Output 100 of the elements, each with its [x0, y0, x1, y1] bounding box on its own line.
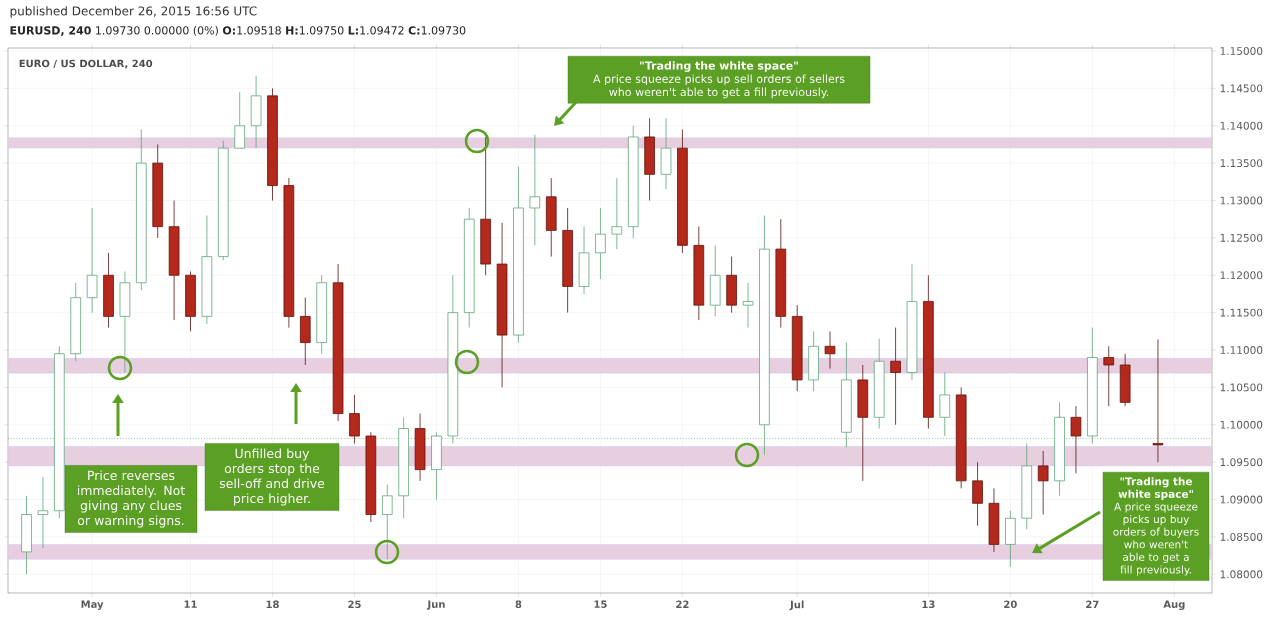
y-tick-label: 1.11500 — [1220, 308, 1263, 317]
candlestick — [201, 215, 213, 325]
annotation: Unfilled buy orders stop the sell-off and drive price higher. — [219, 448, 325, 506]
text: EURO / US DOLLAR, 240 — [19, 59, 153, 69]
x-tick-label: 11 — [184, 600, 197, 608]
candlestick — [857, 364, 869, 482]
x-tick-label: 8 — [515, 600, 522, 609]
x-tick-label: Aug — [1163, 600, 1185, 610]
candlestick — [152, 144, 164, 239]
y-tick-label: 1.13000 — [1220, 196, 1263, 205]
candlestick — [299, 297, 311, 366]
annotation: "Trading the white space" — [1118, 477, 1194, 500]
y-tick-label: 1.13500 — [1220, 159, 1263, 168]
candlestick — [86, 207, 98, 314]
candlestick — [611, 177, 623, 250]
candlestick — [414, 413, 426, 482]
y-tick-label: 1.14500 — [1220, 84, 1263, 93]
y-tick-label: 1.08500 — [1220, 532, 1263, 541]
candlestick — [21, 495, 32, 575]
annotation: A price squeeze picks up sell orders of sellers who weren't able to get a fill previously. — [593, 74, 845, 99]
candlestick — [381, 484, 393, 560]
candlestick — [1070, 405, 1082, 474]
candlestick — [709, 244, 721, 317]
y-tick-label: 1.10000 — [1220, 420, 1263, 429]
candlestick — [923, 274, 934, 429]
candlestick — [890, 327, 901, 426]
candlestick — [841, 342, 852, 448]
candlestick — [1103, 345, 1115, 407]
candlestick — [824, 330, 836, 370]
candlestick — [217, 140, 229, 261]
annotation: A price squeeze picks up buy orders of buyers who weren't able to get a fill previously. — [1113, 502, 1199, 576]
candlestick — [1021, 443, 1033, 530]
candlestick — [1087, 327, 1098, 444]
y-tick-label: 1.11000 — [1220, 346, 1263, 354]
annotation: Price reverses immediately. Not giving any clues or warning signs. — [77, 470, 185, 528]
y-tick-label: 1.09500 — [1220, 458, 1263, 467]
candlestick — [627, 125, 639, 239]
candlestick — [103, 252, 114, 328]
candlestick — [759, 215, 770, 456]
x-tick-label: 13 — [922, 600, 935, 609]
text: published December 26, 2015 16:56 UTC — [10, 6, 257, 18]
candlestick — [480, 136, 491, 276]
y-tick-label: 1.14000 — [1220, 121, 1263, 130]
candlestick — [431, 431, 442, 500]
candlestick — [1037, 450, 1049, 515]
candlestick — [988, 487, 1000, 553]
x-tick-label: Jul — [789, 600, 804, 611]
candlestick — [808, 330, 819, 392]
candlestick — [677, 129, 688, 254]
candlestick — [463, 207, 475, 328]
candlestick — [250, 75, 262, 149]
candlestick — [1119, 353, 1131, 407]
candlestick — [283, 177, 295, 328]
x-tick-label: May — [81, 600, 104, 610]
candlestick — [1054, 401, 1065, 497]
y-tick-label: 1.10500 — [1220, 383, 1263, 392]
candlestick — [54, 345, 65, 519]
candlestick — [37, 476, 49, 549]
x-tick-label: 20 — [1004, 600, 1017, 609]
candlestick — [529, 134, 541, 246]
candlestick — [267, 87, 278, 201]
candlestick — [644, 117, 655, 201]
candlestick — [742, 282, 754, 328]
candlestick — [693, 226, 705, 321]
y-tick-label: 1.15000 — [1220, 47, 1263, 55]
y-tick-label: 1.09000 — [1220, 495, 1263, 504]
candlestick — [791, 304, 803, 392]
candlestick — [185, 271, 196, 332]
candlestick — [316, 274, 327, 355]
candlestick — [939, 372, 951, 437]
candlestick — [562, 207, 573, 314]
candlestick — [595, 207, 606, 280]
candlestick — [726, 256, 737, 314]
candlestick — [168, 200, 180, 321]
y-tick-label: 1.08000 — [1220, 570, 1263, 579]
candlestick — [447, 274, 459, 444]
x-tick-label: Jun — [426, 600, 445, 610]
y-tick-label: 1.12500 — [1220, 233, 1263, 242]
text: EURUSD, 240 1.09730 0.00000 (0%) O:1.09518 H:1.09750 L:1.09472 C:1.09730 — [10, 26, 466, 36]
x-tick-label: 27 — [1086, 600, 1099, 608]
candlestick — [398, 416, 409, 519]
y-tick-label: 1.12000 — [1220, 271, 1263, 280]
candlestick — [578, 226, 590, 295]
candlestick — [906, 263, 918, 381]
candlestick — [496, 222, 508, 388]
candlestick — [70, 282, 82, 362]
candlestick — [365, 431, 377, 523]
candlestick — [955, 387, 967, 489]
candlestick — [513, 166, 524, 343]
candlestick — [972, 461, 983, 527]
x-tick-label: 15 — [594, 600, 607, 608]
candlestick — [660, 117, 672, 190]
candlestick — [1005, 510, 1016, 568]
candlestick — [135, 129, 147, 291]
candlestick — [545, 177, 557, 257]
x-tick-label: 25 — [348, 600, 361, 609]
candlestick — [775, 218, 787, 328]
x-tick-label: 22 — [676, 600, 689, 608]
candlestick — [873, 338, 885, 429]
annotation: "Trading the white space" — [640, 61, 798, 72]
